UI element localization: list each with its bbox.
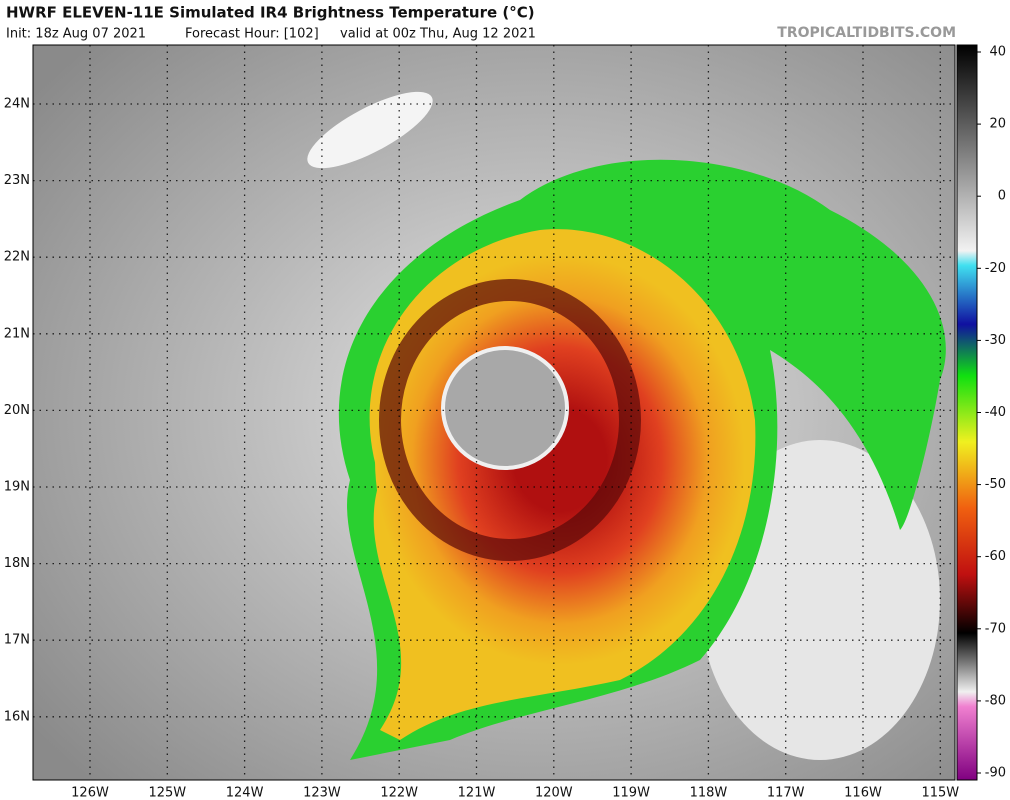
- colorbar-label: -40: [985, 405, 1006, 420]
- lon-label: 121W: [458, 786, 496, 800]
- colorbar-label: -70: [985, 621, 1006, 636]
- watermark: TROPICALTIDBITS.COM: [777, 25, 956, 41]
- colorbar-label: -30: [985, 333, 1006, 348]
- lon-label: 124W: [226, 786, 264, 800]
- lat-label: 19N: [4, 480, 30, 495]
- lon-label: 117W: [767, 786, 805, 800]
- colorbar: [956, 44, 978, 781]
- colorbar-label: -20: [985, 261, 1006, 276]
- lon-label: 123W: [303, 786, 341, 800]
- lat-label: 21N: [4, 326, 30, 341]
- lon-label: 116W: [844, 786, 882, 800]
- colorbar-label: -60: [985, 549, 1006, 564]
- valid-time: valid at 00z Thu, Aug 12 2021: [340, 27, 536, 42]
- colorbar-label: -90: [985, 766, 1006, 781]
- colorbar-label: 20: [989, 117, 1006, 132]
- satellite-image: [33, 45, 955, 780]
- map-frame: [32, 44, 956, 781]
- lon-label: 125W: [148, 786, 186, 800]
- lon-label: 122W: [380, 786, 418, 800]
- lat-label: 22N: [4, 250, 30, 265]
- forecast-hour: Forecast Hour: [102]: [185, 27, 319, 42]
- lat-label: 18N: [4, 556, 30, 571]
- lon-label: 126W: [71, 786, 109, 800]
- lat-label: 16N: [4, 709, 30, 724]
- colorbar-label: 40: [989, 45, 1006, 60]
- lat-label: 23N: [4, 173, 30, 188]
- colorbar-label: -80: [985, 693, 1006, 708]
- colorbar-label: -50: [985, 477, 1006, 492]
- colorbar-label: 0: [998, 189, 1006, 204]
- lon-label: 115W: [921, 786, 959, 800]
- lon-label: 120W: [535, 786, 573, 800]
- lat-label: 24N: [4, 97, 30, 112]
- init: Init: 18z Aug 07 2021: [6, 27, 146, 42]
- lon-label: 119W: [612, 786, 650, 800]
- lat-label: 20N: [4, 403, 30, 418]
- lat-label: 17N: [4, 633, 30, 648]
- lon-label: 118W: [690, 786, 728, 800]
- title: HWRF ELEVEN-11E Simulated IR4 Brightness…: [6, 4, 535, 22]
